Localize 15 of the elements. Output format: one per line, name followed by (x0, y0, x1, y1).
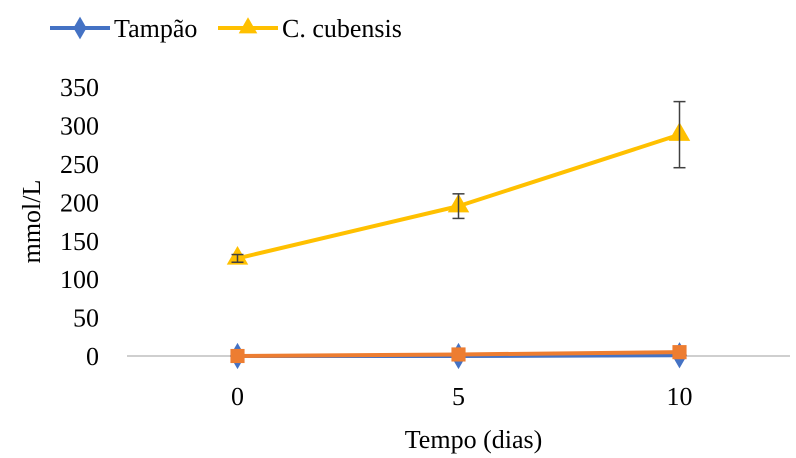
x-tick-label: 0 (231, 382, 244, 411)
y-tick-label: 0 (86, 342, 99, 372)
y-tick-label: 200 (60, 188, 99, 218)
x-axis-title: Tempo (dias) (404, 425, 542, 454)
x-tick-label: 5 (452, 382, 465, 411)
y-axis-title: mmol/L (17, 180, 46, 264)
y-tick-label: 300 (60, 112, 99, 141)
x-tick-label: 10 (666, 382, 692, 411)
y-tick-label: 350 (60, 73, 99, 102)
y-tick-label: 100 (60, 265, 99, 294)
y-tick-label: 150 (60, 226, 99, 256)
y-tick-label: 50 (73, 304, 99, 333)
y-tick-label: 250 (60, 150, 99, 179)
legend-label: C. cubensis (282, 14, 402, 43)
legend-label: Tampão (114, 14, 198, 43)
